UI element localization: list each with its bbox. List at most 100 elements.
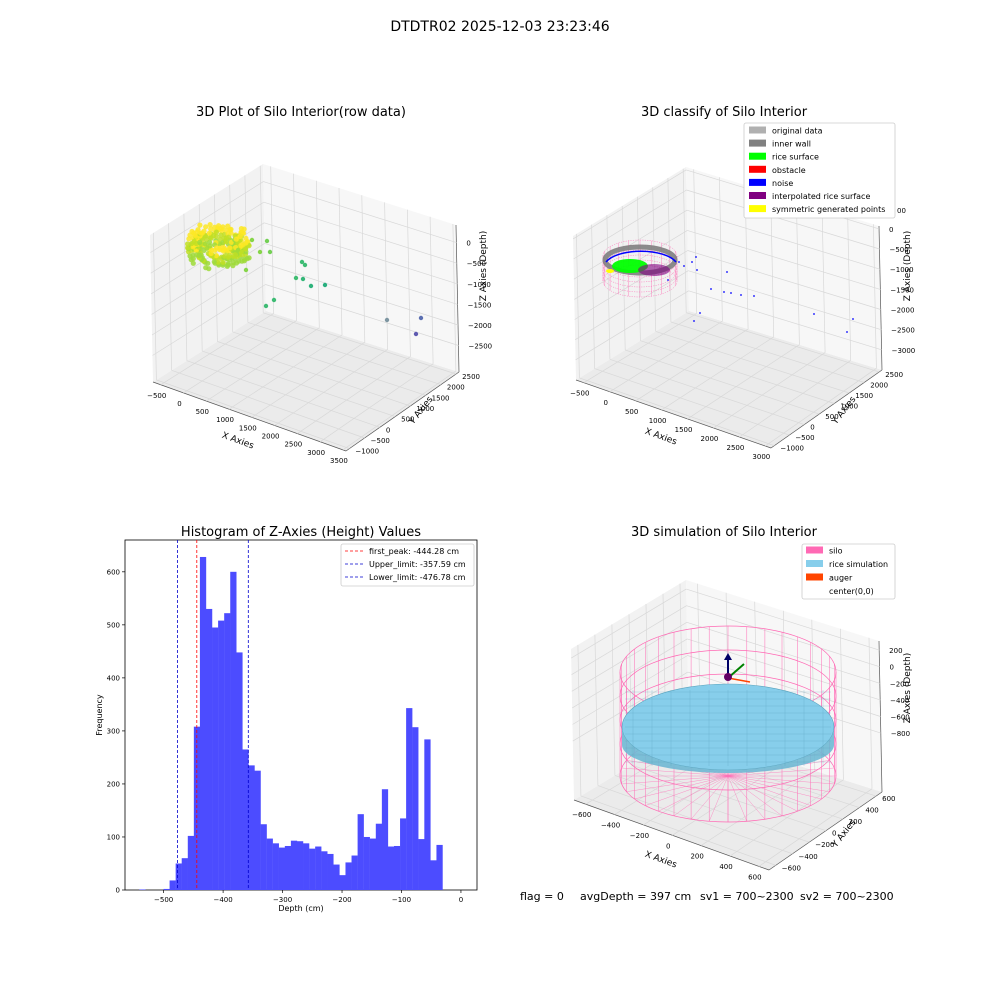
y-tick-label: 400 [865, 807, 878, 815]
interpolated-surface [638, 264, 670, 276]
center-marker [724, 673, 732, 681]
hist-xlabel: Depth (cm) [278, 904, 323, 913]
y-tick-label: 500 [107, 621, 120, 629]
data-point [194, 252, 200, 258]
grid-y-left [606, 215, 611, 360]
hist-bar [224, 613, 231, 890]
x-tick-label: −500 [570, 390, 589, 398]
grid-z-back [264, 263, 459, 326]
data-point [195, 227, 201, 233]
footer-sv1: sv1 = 700~2300 [700, 890, 794, 903]
hist-bar [205, 608, 213, 890]
data-point [293, 275, 299, 281]
data-point [213, 253, 219, 259]
legend-label: interpolated rice surface [772, 192, 870, 201]
grid-z-back [687, 655, 881, 717]
hist-ticks: −500 −400 −300 −200 −100 0 0 100 200 300 400 500 600 [107, 568, 464, 904]
x-tick-label: 3500 [330, 457, 348, 465]
hist-bar [363, 836, 370, 890]
p4-ticks: −600−400−2000200400600−600−400−200020040… [572, 647, 910, 881]
z-tick-label-partial: 00 [897, 207, 906, 215]
data-point [267, 249, 273, 255]
hist-bar [169, 880, 176, 890]
legend-label: original data [772, 127, 823, 136]
silo-bottom-spoke [690, 775, 729, 820]
noise-point [813, 313, 815, 315]
grid-z [572, 671, 688, 742]
hist-bar [400, 818, 407, 890]
grid-z-back [264, 222, 458, 285]
hist-bar [248, 765, 255, 890]
grid-x-back [429, 216, 434, 364]
data-point [322, 282, 328, 288]
grid-z [573, 189, 687, 260]
data-point [300, 276, 306, 282]
data-point [191, 238, 197, 245]
y-tick-label: 200 [107, 780, 120, 788]
data-point [207, 222, 213, 228]
y-tick-label: 500 [825, 413, 838, 421]
subplot-simulation-3d: 3D simulation of Silo Interior −600 −400 −… [571, 525, 913, 881]
p2-ticks: −500050010001500200025003000−1000−500050… [570, 226, 915, 461]
axis-y-line [768, 791, 883, 871]
silo-bottom-spoke [727, 775, 766, 820]
subplot-classify-title: 3D classify of Silo Interior [641, 105, 808, 120]
grid-z-back [687, 230, 881, 290]
grid-y-left [667, 177, 672, 323]
data-point [220, 259, 226, 265]
noise-point [723, 291, 725, 293]
grid-x-back [315, 180, 320, 328]
grid-z-back [687, 638, 881, 701]
subplot-raw-3d: 3D Plot of Silo Interior(row data) −500 0… [147, 105, 492, 465]
noise-point [695, 256, 697, 258]
axis-x-line [152, 381, 347, 452]
grid-x-back [361, 195, 366, 343]
subplot-classify-3d: 3D classify of Silo Interior −5000500100… [570, 105, 915, 461]
grid-x-back [270, 166, 275, 314]
silo-bottom-spoke [645, 775, 729, 806]
data-point [206, 230, 212, 236]
legend-label: auger [829, 574, 853, 583]
legend-swatch [806, 546, 823, 554]
hist-bar [375, 823, 383, 890]
y-tick-label: 600 [882, 795, 895, 803]
x-tick-label: 600 [748, 873, 761, 881]
sim-title: 3D simulation of Silo Interior [631, 525, 818, 540]
z-tick-label: −1000 [467, 281, 491, 289]
y-tick-label: −500 [371, 437, 390, 445]
legend-swatch [749, 126, 766, 134]
z-tick-label: −400 [890, 697, 909, 705]
grid-x-back [338, 187, 343, 336]
legend-swatch [806, 573, 823, 581]
z-tick-label: 0 [889, 226, 893, 234]
silo-bottom-spoke [709, 775, 729, 822]
data-point [211, 259, 217, 265]
grid-y-left [168, 223, 172, 371]
hist-bar [309, 848, 316, 890]
grid-z-back [686, 588, 880, 651]
y-tick-label: 2500 [885, 371, 903, 379]
grid-y-left [183, 213, 188, 361]
silo-bottom-spoke [621, 767, 729, 777]
data-point [225, 260, 231, 267]
grid-x-back [821, 208, 826, 353]
p2-xlabel: X Axies [643, 427, 678, 448]
grid-z [575, 270, 689, 340]
figure-title: DTDTR02 2025-12-03 23:23:46 [390, 19, 609, 35]
grid-y-left [259, 165, 264, 313]
x-tick-label: −500 [147, 392, 166, 400]
z-tick-label: −1500 [890, 286, 914, 294]
data-point [207, 239, 213, 245]
z-tick-label: −3000 [892, 347, 916, 355]
x-tick-label: −500 [154, 896, 173, 904]
z-tick-label: −1000 [890, 266, 914, 274]
hist-bar [139, 889, 146, 890]
p2-legend: original data inner wall rice surface obsta… [743, 122, 906, 219]
grid-z-back [686, 605, 880, 668]
y-tick-label: −200 [815, 841, 834, 849]
data-point [299, 259, 305, 265]
p4-rice-surface [621, 653, 835, 773]
data-point [249, 237, 255, 243]
x-tick-label: 3000 [307, 449, 325, 457]
silo-bottom-spoke [727, 775, 830, 792]
